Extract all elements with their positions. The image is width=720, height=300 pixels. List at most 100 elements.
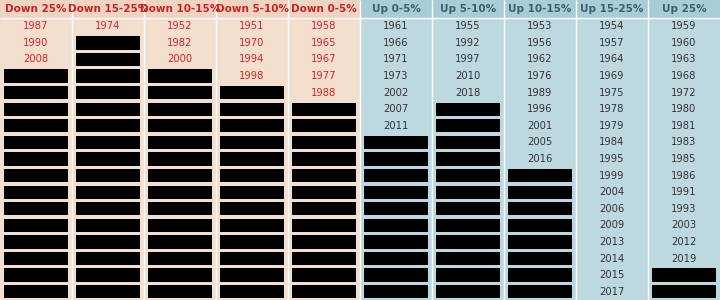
Bar [148, 268, 212, 282]
Bar [144, 234, 216, 250]
Bar [436, 285, 500, 298]
Bar [4, 268, 68, 282]
Bar [0, 118, 72, 134]
Bar [148, 285, 212, 298]
Bar [220, 86, 284, 99]
Bar [432, 250, 504, 267]
Bar [364, 285, 428, 298]
Text: Down 0-5%: Down 0-5% [291, 4, 357, 14]
Text: 2011: 2011 [383, 121, 409, 131]
Bar [288, 250, 360, 267]
Bar [504, 267, 576, 284]
Bar [76, 136, 140, 149]
Bar [4, 69, 68, 83]
Bar [504, 284, 576, 300]
Bar [648, 118, 720, 134]
Bar [360, 151, 432, 167]
Bar [4, 136, 68, 149]
Text: 1963: 1963 [671, 55, 697, 64]
Bar [292, 219, 356, 232]
Bar [288, 200, 360, 217]
Bar [216, 167, 288, 184]
Bar [364, 152, 428, 166]
Text: 2012: 2012 [671, 237, 697, 247]
Bar [4, 86, 68, 99]
Bar [288, 167, 360, 184]
Text: 2007: 2007 [383, 104, 409, 114]
Bar [76, 86, 140, 99]
Text: 1957: 1957 [599, 38, 625, 48]
Bar [648, 134, 720, 151]
Bar [364, 185, 428, 199]
Bar [220, 219, 284, 232]
Text: Up 10-15%: Up 10-15% [508, 4, 572, 14]
Text: 1952: 1952 [167, 21, 193, 31]
Bar [432, 267, 504, 284]
Bar [364, 219, 428, 232]
Bar [576, 34, 648, 51]
Bar [76, 53, 140, 66]
Bar [76, 119, 140, 133]
Bar [432, 0, 504, 18]
Bar [148, 185, 212, 199]
Bar [292, 152, 356, 166]
Bar [576, 234, 648, 250]
Text: 1976: 1976 [527, 71, 553, 81]
Bar [144, 34, 216, 51]
Text: 1988: 1988 [311, 88, 337, 98]
Bar [436, 252, 500, 265]
Bar [216, 217, 288, 234]
Bar [292, 235, 356, 249]
Text: Down 10-15%: Down 10-15% [140, 4, 220, 14]
Bar [648, 18, 720, 34]
Bar [436, 202, 500, 215]
Bar [576, 51, 648, 68]
Bar [648, 68, 720, 84]
Bar [432, 217, 504, 234]
Text: 2004: 2004 [600, 187, 624, 197]
Text: 1966: 1966 [383, 38, 409, 48]
Text: 1979: 1979 [599, 121, 625, 131]
Bar [436, 136, 500, 149]
Bar [292, 136, 356, 149]
Bar [504, 84, 576, 101]
Text: 1955: 1955 [455, 21, 481, 31]
Bar [216, 68, 288, 84]
Text: 1994: 1994 [239, 55, 265, 64]
Bar [504, 200, 576, 217]
Text: 1954: 1954 [599, 21, 625, 31]
Bar [504, 51, 576, 68]
Text: Up 15-25%: Up 15-25% [580, 4, 644, 14]
Bar [72, 234, 144, 250]
Bar [144, 250, 216, 267]
Bar [288, 18, 360, 34]
Bar [504, 101, 576, 118]
Bar [576, 151, 648, 167]
Bar [360, 217, 432, 234]
Bar [216, 18, 288, 34]
Bar [144, 68, 216, 84]
Bar [216, 267, 288, 284]
Text: 1977: 1977 [311, 71, 337, 81]
Bar [0, 184, 72, 200]
Text: 2015: 2015 [599, 270, 625, 280]
Bar [220, 285, 284, 298]
Bar [4, 152, 68, 166]
Bar [504, 250, 576, 267]
Bar [4, 185, 68, 199]
Text: 1999: 1999 [599, 171, 625, 181]
Bar [292, 103, 356, 116]
Bar [648, 167, 720, 184]
Bar [144, 0, 216, 18]
Bar [288, 184, 360, 200]
Bar [504, 68, 576, 84]
Bar [364, 235, 428, 249]
Bar [72, 68, 144, 84]
Text: 1990: 1990 [23, 38, 49, 48]
Bar [144, 51, 216, 68]
Bar [76, 152, 140, 166]
Bar [504, 184, 576, 200]
Bar [360, 101, 432, 118]
Bar [364, 169, 428, 182]
Text: 1973: 1973 [383, 71, 409, 81]
